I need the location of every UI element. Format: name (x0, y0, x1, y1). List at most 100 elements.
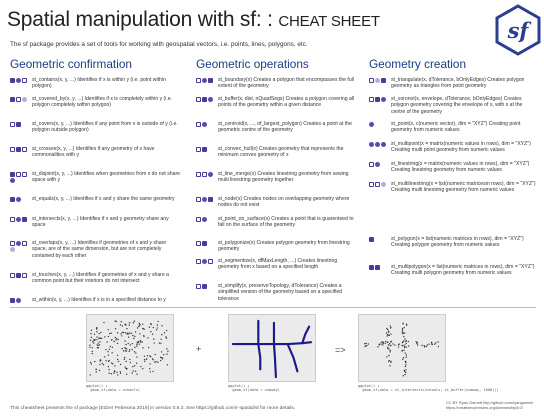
entry-st-segmentize: st_segmentize(x, dfMaxLength, ...) Creat… (196, 258, 358, 271)
school-point (134, 370, 137, 372)
example-icons (369, 264, 391, 277)
plot-intersection-code: ggplot() + geom_sf(data = st_intersects(… (358, 384, 499, 393)
school-point (93, 338, 95, 341)
school-point (132, 334, 134, 337)
school-point (124, 350, 127, 352)
school-point (113, 372, 115, 374)
school-point (138, 322, 140, 325)
school-point (101, 362, 103, 365)
example-icons (10, 146, 32, 159)
school-point (128, 333, 130, 335)
intersecting-school-point (389, 343, 391, 345)
school-point (131, 342, 133, 345)
school-point (157, 361, 159, 363)
intersecting-school-point (404, 373, 406, 376)
entry-st-intersects: st_intersects(x, y, ...) Identifies if x… (10, 216, 180, 229)
intersecting-school-point (382, 342, 384, 345)
example-icons (369, 141, 391, 154)
entry-st-covers: st_covers(x, y, ...) Identifies if any p… (10, 121, 180, 134)
example-icons (196, 216, 218, 229)
plot-schools (86, 314, 174, 382)
entry-st-touches: st_touches(x, y, ...) Identifies if geom… (10, 272, 180, 285)
school-point (116, 354, 119, 357)
entry-st-multipoint: st_multipoint(x = matrix(numeric values … (369, 141, 537, 154)
school-point (91, 347, 93, 349)
intersecting-school-point (390, 340, 393, 343)
heading-geometry-creation: Geometry creation (369, 57, 467, 71)
school-point (147, 346, 150, 349)
school-point (117, 360, 120, 363)
school-point (152, 370, 154, 373)
school-point (129, 332, 131, 334)
intersecting-school-points (364, 322, 440, 377)
example-icons (196, 171, 218, 184)
school-point (160, 351, 163, 353)
school-point (155, 361, 157, 363)
school-point (126, 328, 128, 330)
intersecting-school-point (402, 344, 404, 347)
school-point (136, 327, 139, 329)
intersecting-school-point (405, 342, 407, 345)
school-point (152, 326, 154, 329)
intersecting-school-point (428, 343, 430, 345)
intersecting-school-point (380, 343, 382, 345)
intersecting-school-point (385, 340, 387, 343)
school-point (126, 348, 128, 350)
school-points (89, 320, 169, 376)
school-point (146, 355, 149, 357)
intersecting-school-point (387, 328, 389, 331)
school-point (138, 325, 140, 328)
school-point (99, 359, 102, 361)
school-point (151, 358, 154, 360)
intersecting-school-point (365, 342, 367, 345)
school-point (119, 372, 122, 374)
school-point (123, 356, 126, 359)
school-point (116, 338, 118, 340)
school-point (111, 352, 113, 354)
school-point (138, 343, 140, 345)
school-point (136, 356, 138, 358)
intersecting-school-point (402, 358, 404, 360)
intersecting-school-point (407, 340, 410, 343)
school-point (161, 358, 164, 360)
entry-st-crosses: st_crosses(x, y, ...) Identifies if any … (10, 146, 180, 159)
example-icons (369, 96, 391, 115)
school-point (135, 362, 138, 364)
school-point (124, 324, 126, 326)
school-point (95, 371, 97, 373)
school-point (96, 347, 99, 349)
school-point (92, 341, 94, 343)
plot-subway-code: ggplot() + geom_sf(data = subway) (228, 384, 280, 393)
school-point (115, 320, 118, 323)
entry-st-covered-by: st_covered_by(x, y, ...) Identifies if x… (10, 96, 180, 109)
intersecting-school-point (401, 349, 403, 352)
intersecting-school-point (367, 343, 370, 345)
school-point (126, 367, 128, 370)
school-point (143, 358, 146, 361)
entry-st-multipolygon: st_multipolygon(x = list(numeric matrice… (369, 264, 537, 277)
school-point (127, 342, 129, 344)
intersecting-school-point (403, 369, 406, 372)
school-point (119, 371, 121, 373)
school-point (111, 339, 113, 341)
school-point (107, 351, 109, 353)
school-point (128, 324, 130, 326)
entry-st-voronoi: st_voronoi(x, envelope, dTolerance, bOnl… (369, 96, 537, 115)
section-divider (10, 307, 536, 308)
intersecting-school-point (405, 369, 407, 371)
intersecting-school-point (385, 332, 388, 334)
school-point (134, 331, 137, 333)
school-point (112, 363, 114, 365)
intersecting-school-point (389, 349, 391, 352)
intersecting-school-point (387, 346, 389, 349)
intersecting-school-point (364, 345, 367, 347)
school-point (107, 335, 110, 338)
school-point (133, 351, 136, 353)
intersecting-school-point (403, 340, 405, 342)
intersecting-school-point (404, 332, 406, 334)
school-point (158, 342, 161, 344)
page-title: Spatial manipulation with sf: : CHEAT SH… (7, 8, 380, 32)
entry-st-equals: st_equals(x, y, ...) Identifies if x and… (10, 196, 180, 202)
intersecting-school-point (431, 343, 433, 346)
intersecting-school-point (426, 344, 428, 346)
